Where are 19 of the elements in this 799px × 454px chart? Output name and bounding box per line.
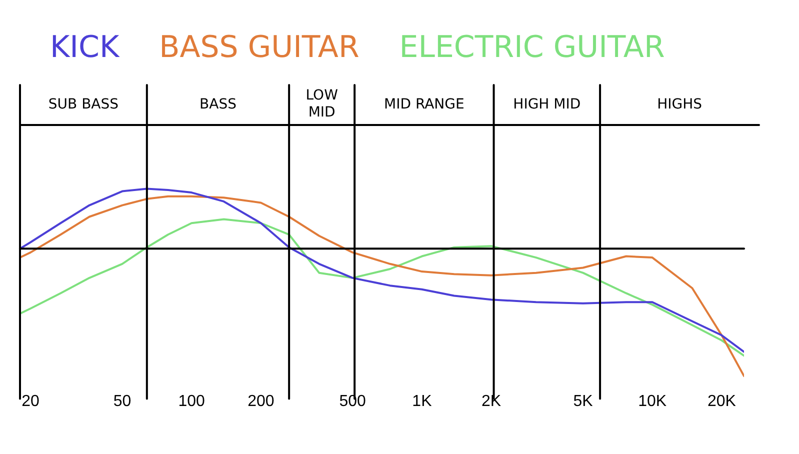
text: HIGH MID (513, 96, 581, 113)
x-tick-label: 20K (707, 392, 736, 410)
x-tick-label: 2K (482, 392, 502, 410)
text: ELECTRIC GUITAR (399, 30, 665, 65)
x-tick-label: 50 (113, 392, 132, 410)
text: BASS (200, 96, 237, 113)
x-tick-label: 100 (178, 392, 206, 410)
text: LOW MID (306, 88, 338, 121)
x-tick-label: 10K (638, 392, 667, 410)
x-tick-label: 1K (412, 392, 432, 410)
text: HIGHS (657, 96, 702, 113)
text: MID RANGE (384, 96, 464, 113)
x-tick-label: 200 (248, 392, 274, 410)
text: SUB BASS (48, 96, 119, 113)
x-tick-label: 500 (339, 392, 366, 410)
x-tick-label: 5K (573, 392, 594, 410)
text: KICK (50, 30, 120, 65)
x-tick-label: 20 (22, 392, 40, 410)
text: BASS GUITAR (159, 30, 360, 65)
